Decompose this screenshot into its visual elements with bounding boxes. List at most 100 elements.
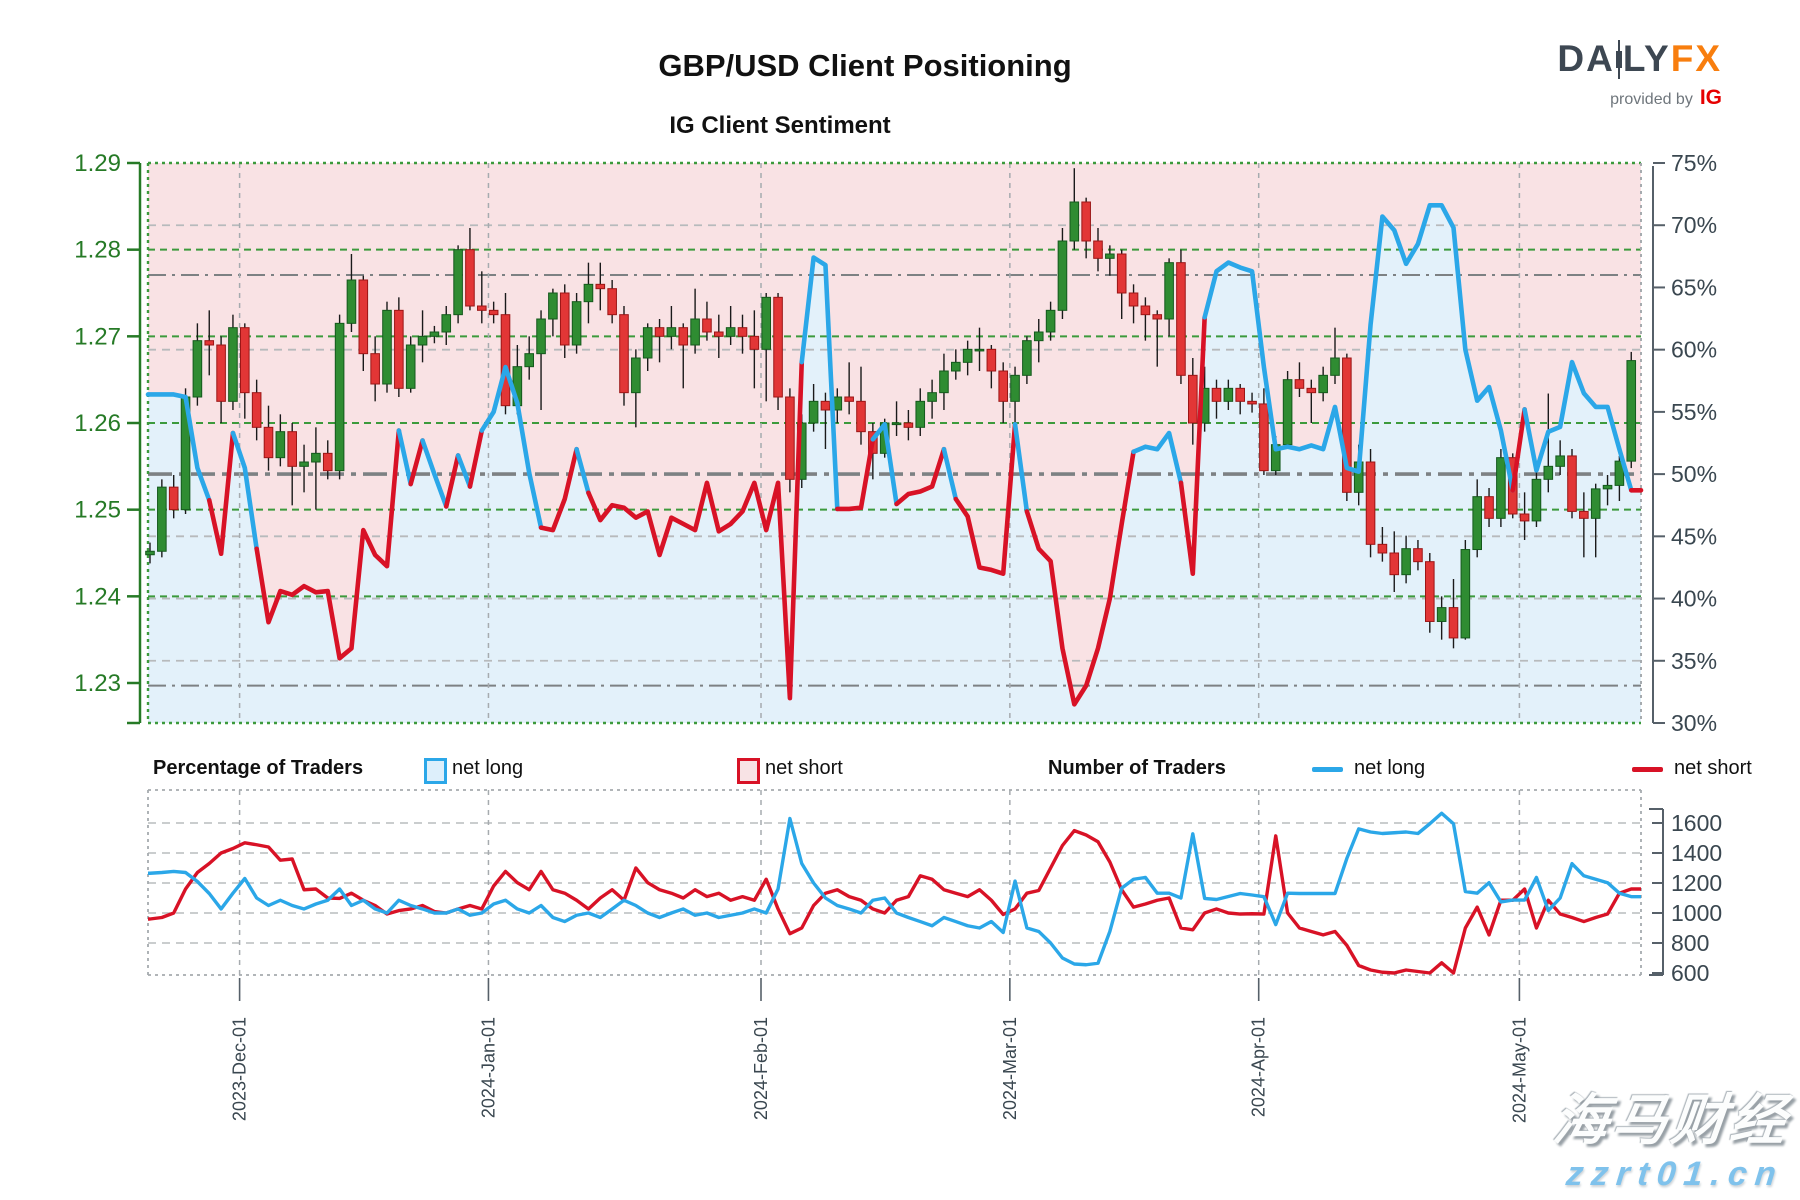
- candle-up: [1460, 549, 1471, 639]
- candle-up: [631, 357, 641, 394]
- candle-down: [394, 309, 404, 389]
- sentiment-line-net-long: [145, 392, 212, 503]
- candle-down: [1425, 561, 1435, 622]
- candle-up: [1057, 240, 1068, 311]
- candle-down: [1235, 387, 1246, 402]
- candle-down: [488, 309, 499, 316]
- candle-up: [334, 322, 345, 472]
- legend-net-short-label: net short: [765, 757, 843, 779]
- candle-down: [358, 279, 369, 355]
- candle-down: [1567, 455, 1577, 512]
- price-axis-label: 1.24: [74, 583, 121, 610]
- sentiment-line-net-short: [894, 446, 947, 507]
- candle-up: [1496, 457, 1506, 519]
- sentiment-line-net-long: [1012, 422, 1030, 514]
- count-axis-label: 1200: [1671, 870, 1722, 896]
- candle-down: [500, 314, 511, 407]
- candle-up: [1022, 340, 1032, 376]
- sentiment-line-net-short: [586, 359, 805, 701]
- candle-down: [240, 327, 250, 394]
- sentiment-line-net-long: [574, 446, 591, 496]
- candle-up: [536, 318, 546, 355]
- legend-pct-header: Percentage of Traders: [153, 757, 364, 779]
- candle-down: [465, 249, 475, 307]
- candle-up: [690, 318, 700, 346]
- x-axis-month-label: 2024-Mar-01: [1000, 1017, 1020, 1120]
- legend-count-short-label: net short: [1674, 757, 1752, 779]
- pct-axis-label: 35%: [1671, 648, 1717, 674]
- candle-down: [1247, 400, 1257, 405]
- candle-down: [168, 486, 179, 511]
- pct-axis-label: 40%: [1671, 586, 1717, 612]
- sentiment-area-net-long: [148, 205, 1641, 724]
- candle-down: [1152, 314, 1163, 320]
- legend-net-short-swatch: [737, 758, 760, 784]
- logo-fx: FX: [1670, 38, 1722, 79]
- candle-down: [1140, 305, 1151, 316]
- candle-up: [927, 392, 937, 402]
- x-axis-month-label: 2024-May-01: [1509, 1017, 1529, 1123]
- candle-up: [1330, 357, 1340, 376]
- candle-down: [785, 396, 795, 480]
- candle-down: [1579, 510, 1589, 519]
- legend-net-long-swatch: [424, 758, 447, 784]
- candle-down: [251, 392, 262, 428]
- candle-down: [287, 431, 297, 467]
- sentiment-line-net-short: [1178, 315, 1207, 576]
- sentiment-line-net-short: [953, 422, 1018, 576]
- candle-up: [974, 348, 985, 352]
- candle-up: [939, 370, 949, 394]
- candle-down: [903, 422, 914, 428]
- candle-down: [322, 452, 333, 472]
- logo-da: DA: [1557, 38, 1615, 79]
- candle-down: [1342, 357, 1352, 493]
- x-axis-month-label: 2024-Jan-01: [478, 1017, 498, 1118]
- candle-down: [856, 400, 866, 433]
- chart-subtitle: IG Client Sentiment: [669, 112, 891, 139]
- sentiment-line-net-long: [870, 422, 899, 507]
- provided-by-text: provided by: [1610, 91, 1693, 108]
- candle-down: [619, 314, 629, 394]
- candle-down: [1116, 253, 1127, 294]
- sentiment-line-net-long: [479, 364, 544, 530]
- pct-axis-label: 70%: [1671, 212, 1717, 238]
- candle-up: [192, 340, 203, 398]
- candle-up: [1401, 548, 1411, 576]
- candle-up: [275, 431, 286, 459]
- watermark: 海马财经 zzrt01.cn: [1546, 1075, 1795, 1194]
- candle-down: [1413, 548, 1423, 563]
- pct-axis-label: 75%: [1671, 150, 1717, 176]
- sentiment-line-net-long: [941, 446, 959, 502]
- dailyfx-logo: DA LYFX provided by IG: [1557, 38, 1722, 110]
- pct-axis-label: 65%: [1671, 274, 1717, 300]
- candle-up: [1010, 374, 1020, 402]
- price-axis-label: 1.26: [74, 410, 121, 437]
- candle-up: [1472, 496, 1483, 551]
- sentiment-line-net-long: [420, 438, 449, 509]
- candle-down: [370, 353, 380, 385]
- watermark-brand: 海马财经: [1550, 1089, 1793, 1151]
- legend-count-long-line: [1312, 767, 1343, 772]
- price-axis-label: 1.23: [74, 670, 121, 697]
- candle-up: [891, 422, 902, 426]
- x-axis-month-label: 2024-Feb-01: [751, 1017, 771, 1120]
- candle-up: [1543, 465, 1554, 480]
- candle-up: [346, 279, 357, 324]
- candle-down: [1377, 543, 1388, 554]
- candle-up: [1614, 460, 1625, 486]
- pct-axis-label: 60%: [1671, 337, 1717, 363]
- candle-up: [761, 296, 772, 350]
- candle-up: [642, 327, 653, 359]
- sentiment-line-net-short: [1510, 407, 1527, 493]
- page-title: GBP/USD Client Positioning: [658, 48, 1072, 83]
- candle-down: [1176, 262, 1186, 376]
- sentiment-line-net-short: [254, 428, 402, 661]
- candle-down: [1093, 240, 1103, 259]
- candle-down: [998, 370, 1009, 402]
- candle-up: [1626, 360, 1637, 462]
- chart-legend: Percentage of Traders net long net short…: [0, 757, 1800, 793]
- candle-down: [1294, 379, 1305, 389]
- legend-count-long-label: net long: [1354, 757, 1426, 779]
